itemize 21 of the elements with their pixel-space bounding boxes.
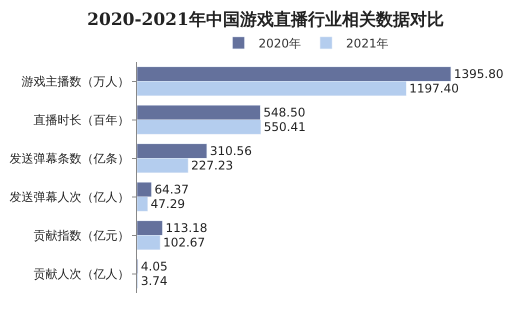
data-label: 310.56	[210, 144, 252, 158]
legend-label: 2021年	[346, 36, 389, 51]
data-label: 47.29	[150, 196, 185, 211]
y-tick-label: 贡献人次（亿人）	[34, 266, 130, 281]
data-label: 3.74	[140, 274, 168, 288]
data-label: 550.41	[264, 120, 306, 134]
y-tick-label: 直播时长（百年）	[34, 112, 130, 127]
data-label: 4.05	[140, 260, 168, 274]
y-tick-label: 发送弹幕人次（亿人）	[10, 190, 130, 204]
data-label: 1197.40	[409, 81, 459, 96]
y-tick-label: 发送弹幕条数（亿条）	[10, 151, 130, 166]
data-label: 113.18	[165, 221, 208, 236]
y-tick-label: 游戏主播数（万人）	[22, 74, 130, 88]
data-label: 102.67	[163, 235, 206, 250]
legend-label: 2020年	[258, 36, 302, 51]
y-tick-label: 贡献指数（亿元）	[34, 228, 130, 242]
data-label: 227.23	[191, 158, 234, 172]
data-label: 548.50	[263, 106, 306, 120]
chart-title: 2020-2021年中国游戏直播行业相关数据对比	[87, 10, 444, 30]
data-label: 64.37	[154, 182, 189, 197]
data-label: 1395.80	[454, 67, 504, 82]
